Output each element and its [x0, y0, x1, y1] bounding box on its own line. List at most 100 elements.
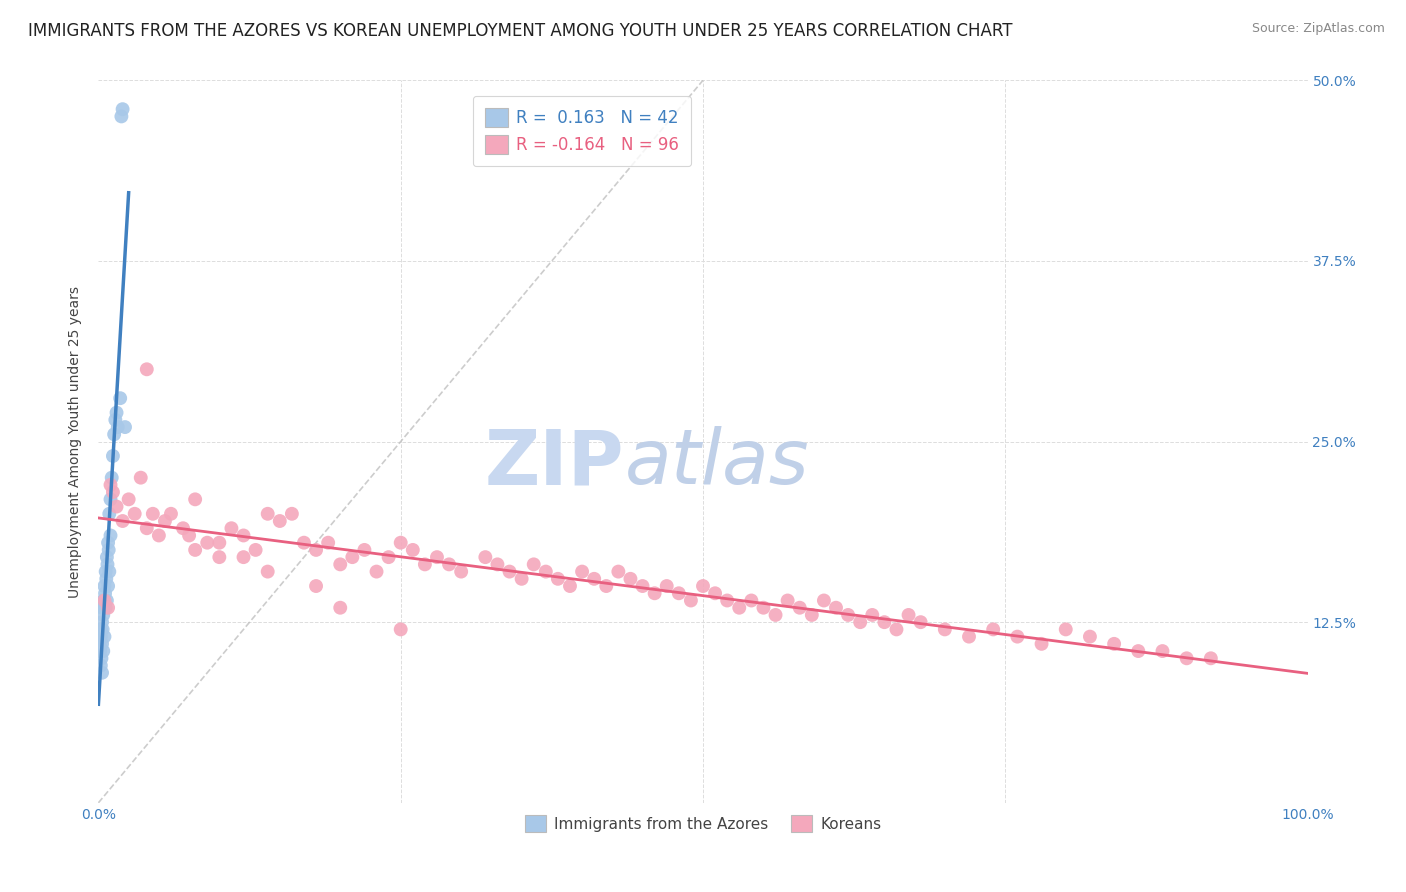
Point	[97, 579, 120, 593]
Point	[111, 514, 134, 528]
Point	[813, 593, 835, 607]
Point	[873, 615, 896, 630]
Point	[1054, 623, 1077, 637]
Point	[195, 535, 218, 549]
Point	[108, 391, 131, 405]
Point	[1078, 630, 1101, 644]
Point	[595, 579, 617, 593]
Point	[534, 565, 557, 579]
Point	[1152, 644, 1174, 658]
Point	[668, 586, 690, 600]
Point	[91, 615, 114, 630]
Point	[100, 528, 122, 542]
Point	[740, 593, 762, 607]
Point	[510, 572, 533, 586]
Point	[716, 593, 738, 607]
Point	[1031, 637, 1053, 651]
Point	[93, 600, 115, 615]
Point	[91, 607, 114, 622]
Point	[1102, 637, 1125, 651]
Text: IMMIGRANTS FROM THE AZORES VS KOREAN UNEMPLOYMENT AMONG YOUTH UNDER 25 YEARS COR: IMMIGRANTS FROM THE AZORES VS KOREAN UNE…	[28, 22, 1012, 40]
Point	[329, 600, 352, 615]
Point	[704, 586, 727, 600]
Point	[101, 485, 124, 500]
Point	[129, 471, 152, 485]
Point	[450, 565, 472, 579]
Point	[342, 550, 364, 565]
Point	[910, 615, 932, 630]
Point	[94, 565, 117, 579]
Point	[91, 600, 114, 615]
Point	[91, 623, 114, 637]
Point	[789, 600, 811, 615]
Point	[107, 420, 129, 434]
Point	[93, 593, 115, 607]
Point	[692, 579, 714, 593]
Point	[184, 542, 207, 557]
Point	[105, 500, 128, 514]
Point	[96, 593, 118, 607]
Point	[221, 521, 243, 535]
Point	[111, 102, 134, 116]
Point	[292, 535, 315, 549]
Point	[208, 550, 231, 565]
Point	[105, 406, 128, 420]
Point	[184, 492, 207, 507]
Point	[96, 550, 118, 565]
Point	[825, 600, 848, 615]
Point	[100, 471, 122, 485]
Point	[800, 607, 823, 622]
Point	[426, 550, 449, 565]
Point	[547, 572, 569, 586]
Point	[96, 572, 118, 586]
Point	[97, 542, 120, 557]
Point	[256, 565, 278, 579]
Point	[437, 558, 460, 572]
Point	[644, 586, 666, 600]
Point	[389, 623, 412, 637]
Point	[897, 607, 920, 622]
Point	[103, 427, 125, 442]
Point	[377, 550, 399, 565]
Point	[413, 558, 436, 572]
Point	[94, 586, 117, 600]
Point	[316, 535, 339, 549]
Point	[160, 507, 183, 521]
Point	[389, 535, 412, 549]
Point	[752, 600, 775, 615]
Point	[208, 535, 231, 549]
Point	[849, 615, 872, 630]
Point	[329, 558, 352, 572]
Point	[90, 623, 112, 637]
Point	[110, 109, 132, 123]
Point	[90, 651, 112, 665]
Point	[1199, 651, 1222, 665]
Point	[486, 558, 509, 572]
Point	[89, 637, 111, 651]
Y-axis label: Unemployment Among Youth under 25 years: Unemployment Among Youth under 25 years	[69, 285, 83, 598]
Point	[135, 362, 157, 376]
Point	[1007, 630, 1029, 644]
Point	[886, 623, 908, 637]
Point	[269, 514, 291, 528]
Point	[366, 565, 388, 579]
Point	[305, 542, 328, 557]
Point	[93, 630, 115, 644]
Point	[402, 542, 425, 557]
Point	[114, 420, 136, 434]
Point	[90, 658, 112, 673]
Point	[135, 521, 157, 535]
Point	[558, 579, 581, 593]
Point	[474, 550, 496, 565]
Point	[104, 413, 127, 427]
Point	[93, 579, 115, 593]
Point	[94, 600, 117, 615]
Point	[153, 514, 176, 528]
Point	[98, 507, 121, 521]
Point	[101, 449, 124, 463]
Point	[93, 593, 115, 607]
Point	[100, 478, 122, 492]
Point	[118, 492, 141, 507]
Point	[679, 593, 702, 607]
Point	[607, 565, 630, 579]
